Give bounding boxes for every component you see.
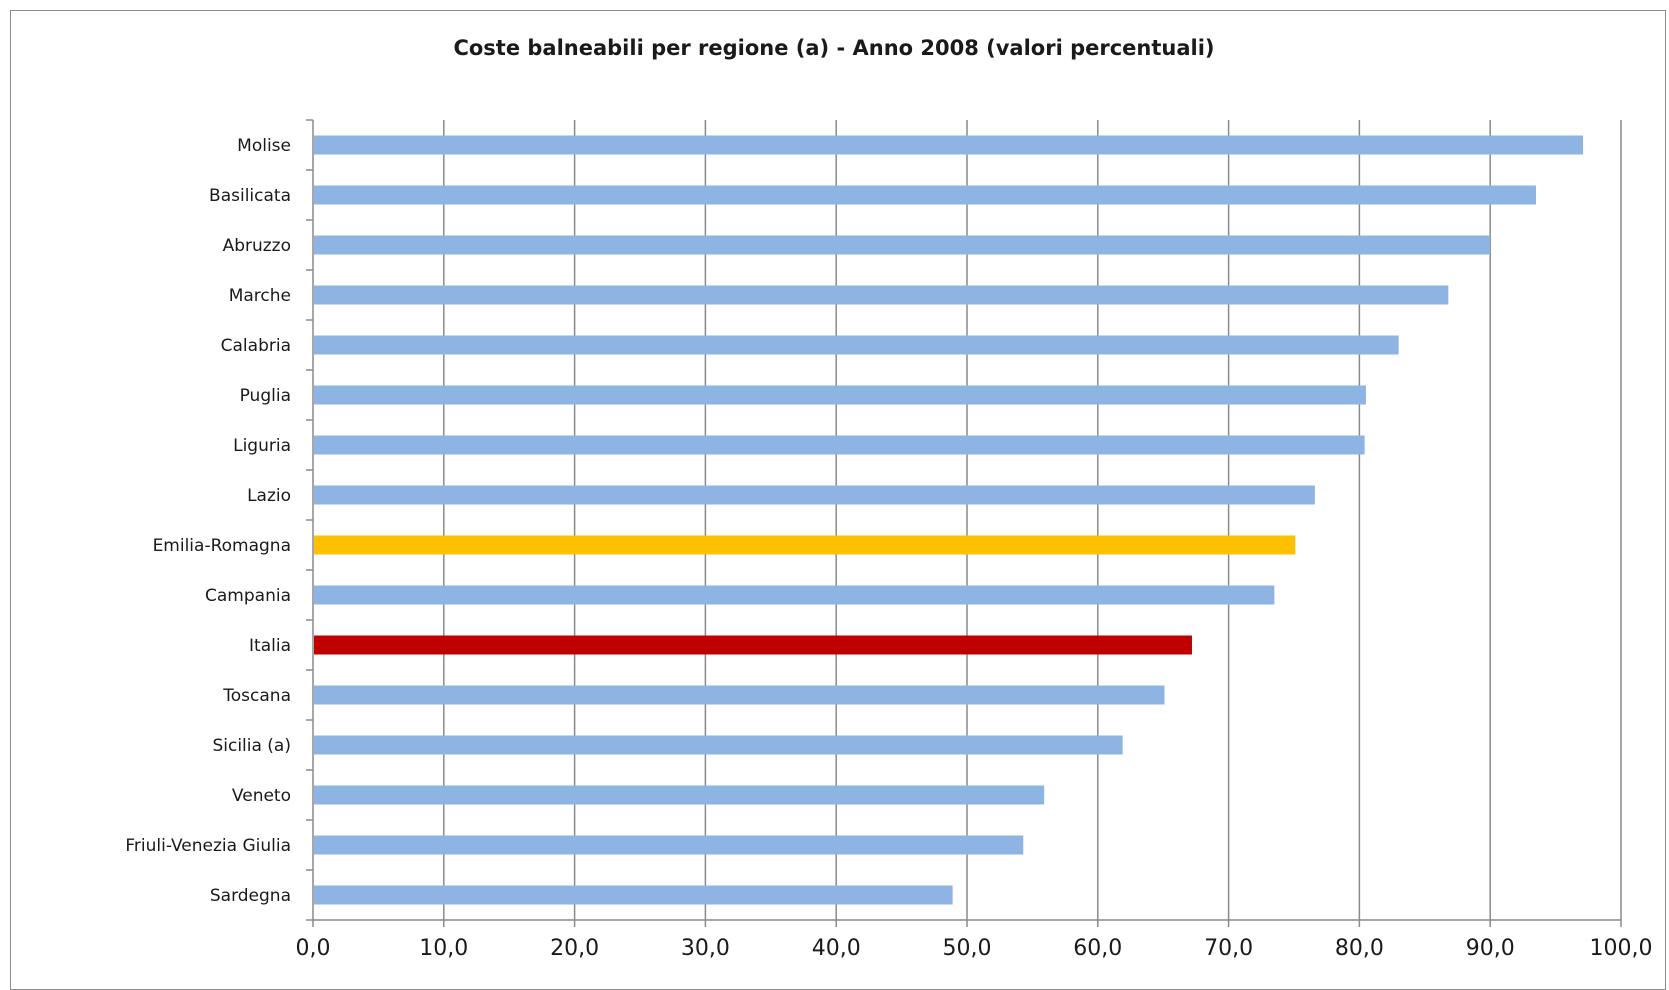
x-tick-label: 0,0 [296,936,331,961]
x-tick-label: 100,0 [1590,936,1653,961]
x-tick-label: 70,0 [1204,936,1253,961]
category-label: Abruzzo [223,236,291,256]
category-label: Marche [229,286,291,306]
x-tick-label: 60,0 [1073,936,1122,961]
bar-molise [314,135,1584,155]
category-label: Puglia [240,386,291,406]
bar-sicilia-a [314,735,1123,755]
chart-title: Coste balneabili per regione (a) - Anno … [453,36,1214,60]
category-label: Basilicata [209,186,291,206]
category-label: Campania [205,586,291,606]
x-tick-label: 20,0 [550,936,599,961]
bar-emilia-romagna [314,535,1296,555]
category-label: Lazio [247,486,291,506]
bar-toscana [314,685,1165,705]
category-label: Toscana [222,686,291,706]
x-tick-label: 50,0 [943,936,992,961]
category-labels: Molise Basilicata Abruzzo Marche Calabria Pug… [125,136,291,906]
x-tick-label: 90,0 [1466,936,1515,961]
axes [306,119,1622,927]
bar-basilicata [314,185,1536,205]
x-tick-label: 40,0 [812,936,861,961]
bar-calabria [314,335,1399,355]
bar-campania [314,585,1275,605]
x-tick-label: 30,0 [681,936,730,961]
bars [314,135,1584,905]
bar-friuli-venezia-giulia [314,835,1024,855]
category-label: Sicilia (a) [212,736,291,756]
bar-abruzzo [314,235,1491,255]
bar-puglia [314,385,1366,405]
x-tick-label: 10,0 [419,936,468,961]
category-label: Sardegna [210,886,291,906]
bar-sardegna [314,885,953,905]
bar-italia [314,635,1192,655]
category-label: Calabria [221,336,291,356]
category-label: Friuli-Venezia Giulia [125,836,291,856]
bar-veneto [314,785,1045,805]
x-tick-labels: 0,0 10,0 20,0 30,0 40,0 50,0 60,0 70,0 80,0 90,0 1… [296,936,1653,961]
category-label: Veneto [232,786,291,806]
x-tick-label: 80,0 [1335,936,1384,961]
bar-lazio [314,485,1315,505]
bar-liguria [314,435,1365,455]
category-label: Italia [249,636,291,656]
category-label: Molise [237,136,291,156]
category-label: Emilia-Romagna [153,536,291,556]
category-label: Liguria [233,436,291,456]
bar-marche [314,285,1449,305]
